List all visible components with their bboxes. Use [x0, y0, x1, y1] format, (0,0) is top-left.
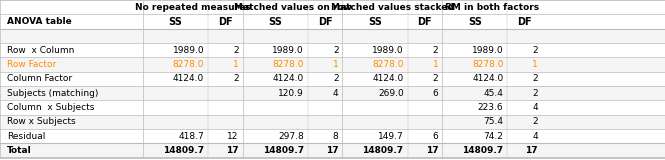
Text: SS: SS	[368, 16, 382, 27]
Bar	[0, 115, 665, 129]
Text: 1989.0: 1989.0	[471, 46, 503, 55]
Bar	[0, 72, 665, 86]
Text: Column  x Subjects: Column x Subjects	[7, 103, 94, 112]
Text: SS: SS	[169, 16, 182, 27]
Text: 75.4: 75.4	[483, 117, 503, 126]
Bar	[0, 57, 665, 72]
Text: No repeated measures: No repeated measures	[135, 3, 251, 12]
Text: 17: 17	[426, 146, 438, 155]
Text: 2: 2	[433, 46, 438, 55]
Text: 17: 17	[326, 146, 338, 155]
Text: 1: 1	[532, 60, 538, 69]
Text: 1989.0: 1989.0	[272, 46, 304, 55]
Text: DF: DF	[418, 16, 432, 27]
Text: 2: 2	[533, 74, 538, 83]
Text: 2: 2	[333, 74, 338, 83]
Text: 2: 2	[233, 46, 239, 55]
Text: 1: 1	[432, 60, 438, 69]
Text: 269.0: 269.0	[378, 89, 404, 98]
Text: 8278.0: 8278.0	[372, 60, 404, 69]
Text: 14809.7: 14809.7	[163, 146, 204, 155]
Text: 2: 2	[333, 46, 338, 55]
Text: Residual: Residual	[7, 132, 45, 141]
Text: 8278.0: 8278.0	[273, 60, 304, 69]
Text: Row Factor: Row Factor	[7, 60, 57, 69]
Text: 14809.7: 14809.7	[362, 146, 404, 155]
Text: 1: 1	[233, 60, 239, 69]
Text: 2: 2	[533, 117, 538, 126]
Text: 14809.7: 14809.7	[263, 146, 304, 155]
Text: ANOVA table: ANOVA table	[7, 17, 72, 26]
Text: 1989.0: 1989.0	[372, 46, 404, 55]
Text: 17: 17	[525, 146, 538, 155]
Text: 223.6: 223.6	[477, 103, 503, 112]
Text: 4124.0: 4124.0	[372, 74, 404, 83]
Text: 2: 2	[433, 74, 438, 83]
Text: RM in both factors: RM in both factors	[445, 3, 539, 12]
Text: 12: 12	[227, 132, 239, 141]
Text: DF: DF	[218, 16, 233, 27]
Bar	[0, 86, 665, 100]
Text: 8278.0: 8278.0	[173, 60, 204, 69]
Text: 2: 2	[533, 46, 538, 55]
Bar	[0, 144, 665, 158]
Text: 4: 4	[533, 103, 538, 112]
Text: Row x Subjects: Row x Subjects	[7, 117, 76, 126]
Text: 297.8: 297.8	[278, 132, 304, 141]
Text: Matched values on row: Matched values on row	[233, 3, 352, 12]
Text: 4124.0: 4124.0	[472, 74, 503, 83]
Bar	[0, 100, 665, 115]
Bar	[0, 43, 665, 57]
Bar	[0, 29, 665, 43]
Text: 8278.0: 8278.0	[472, 60, 503, 69]
Text: DF: DF	[318, 16, 332, 27]
Text: 6: 6	[432, 89, 438, 98]
Text: 120.9: 120.9	[278, 89, 304, 98]
Text: 1989.0: 1989.0	[172, 46, 204, 55]
Text: Column Factor: Column Factor	[7, 74, 72, 83]
Text: DF: DF	[517, 16, 532, 27]
Text: Total: Total	[7, 146, 32, 155]
Text: 4124.0: 4124.0	[173, 74, 204, 83]
Text: 2: 2	[533, 89, 538, 98]
Text: SS: SS	[468, 16, 481, 27]
Text: 45.4: 45.4	[483, 89, 503, 98]
Text: 14809.7: 14809.7	[462, 146, 503, 155]
Text: 74.2: 74.2	[483, 132, 503, 141]
Text: 4124.0: 4124.0	[273, 74, 304, 83]
Text: 4: 4	[533, 132, 538, 141]
Text: 8: 8	[332, 132, 338, 141]
Text: SS: SS	[269, 16, 282, 27]
Text: Matched values stacked: Matched values stacked	[331, 3, 454, 12]
Text: Subjects (matching): Subjects (matching)	[7, 89, 98, 98]
Text: 1: 1	[332, 60, 338, 69]
Bar	[0, 129, 665, 144]
Text: Row  x Column: Row x Column	[7, 46, 74, 55]
Text: 418.7: 418.7	[178, 132, 204, 141]
Text: 4: 4	[333, 89, 338, 98]
Text: 2: 2	[233, 74, 239, 83]
Text: 17: 17	[226, 146, 239, 155]
Text: 149.7: 149.7	[378, 132, 404, 141]
Text: 6: 6	[432, 132, 438, 141]
